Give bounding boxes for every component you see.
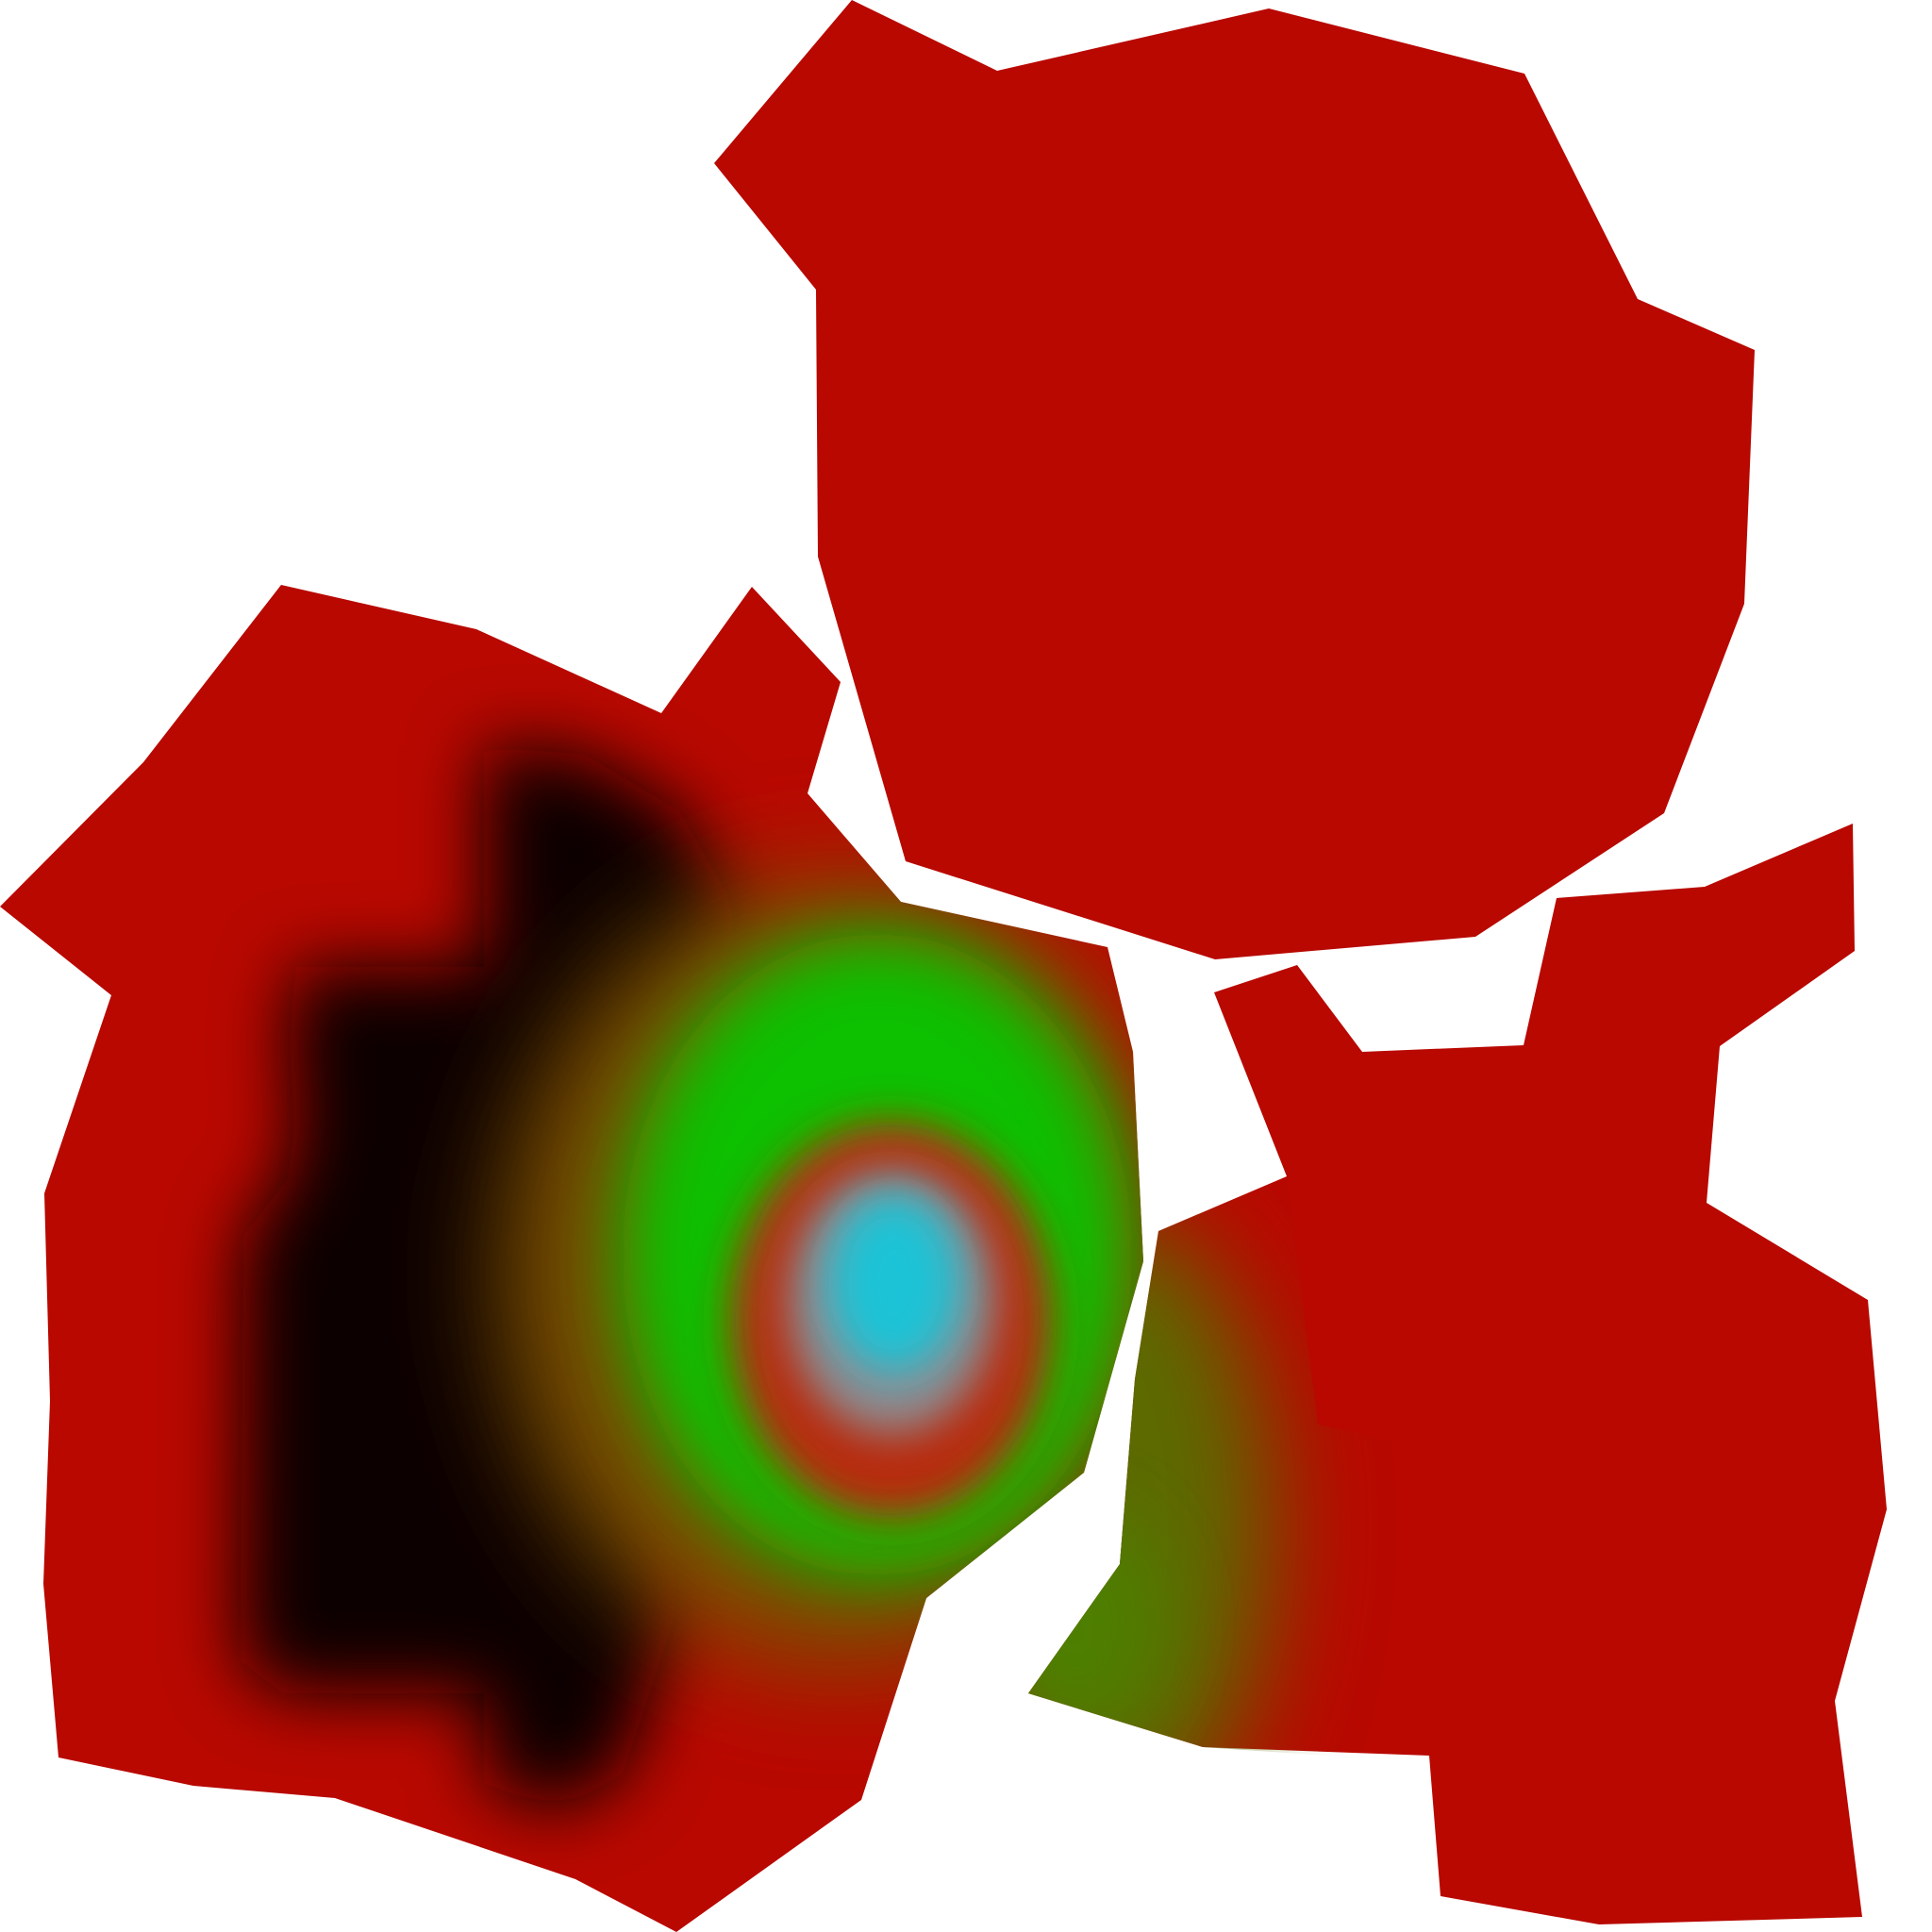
left-region: [0, 585, 1143, 1932]
cyan-core: [828, 1193, 960, 1373]
left-region-heat: [241, 745, 1143, 1811]
green-tint: [1028, 1509, 1160, 1736]
top-region: [714, 0, 1755, 959]
